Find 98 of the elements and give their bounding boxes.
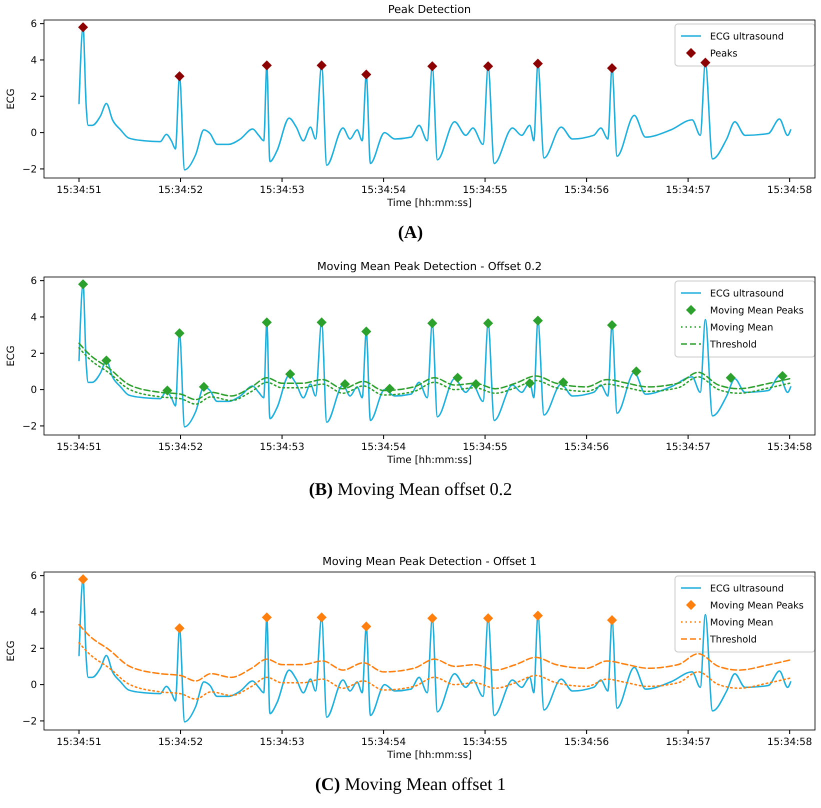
point [427, 318, 438, 328]
point [606, 320, 617, 330]
x-tick-label: 15:34:56 [564, 737, 610, 748]
y-tick-label: 6 [30, 571, 37, 582]
y-tick-label: 4 [30, 607, 37, 618]
x-tick-label: 15:34:51 [56, 185, 102, 196]
point [285, 369, 296, 380]
point [483, 318, 494, 328]
y-tick-label: 0 [30, 680, 37, 692]
x-axis-title: Time [hh:mm:ss] [386, 455, 472, 466]
point [427, 613, 438, 624]
legend-label: ECG ultrasound [710, 584, 784, 594]
y-tick-label: 6 [30, 276, 37, 288]
point [700, 58, 710, 68]
point [316, 60, 327, 70]
text: (A) [398, 222, 423, 242]
point [78, 279, 88, 290]
y-tick-label: 6 [30, 19, 37, 30]
y-tick-label: 0 [30, 128, 37, 140]
legend-label: Threshold [709, 340, 757, 350]
text: (C) Moving Mean offset 1 [315, 774, 506, 794]
y-tick-label: −2 [22, 421, 37, 432]
x-tick-label: 15:34:52 [158, 737, 203, 748]
x-tick-label: 15:34:52 [158, 185, 203, 196]
legend-label: ECG ultrasound [710, 288, 784, 300]
legend-label: ECG ultrasound [710, 32, 784, 42]
point [101, 356, 112, 366]
legend-label: Moving Mean Peaks [710, 600, 804, 612]
point [361, 326, 372, 336]
point [427, 61, 438, 72]
legend-label: Moving Mean Peaks [710, 306, 804, 316]
point [262, 317, 272, 328]
x-tick-label: 15:34:58 [767, 442, 812, 453]
x-tick-label: 15:34:51 [56, 442, 102, 453]
y-axis-title: ECG [6, 88, 17, 110]
y-tick-label: −2 [22, 164, 37, 176]
point [532, 610, 543, 621]
point [78, 574, 88, 584]
x-tick-label: 15:34:57 [666, 737, 711, 748]
chart-title: Moving Mean Peak Detection - Offset 1 [322, 555, 537, 568]
x-tick-label: 15:34:55 [462, 442, 508, 453]
x-tick-label: 15:34:51 [56, 737, 102, 748]
point [606, 615, 617, 626]
point [631, 366, 642, 376]
point [483, 61, 494, 72]
legend-label: Peaks [710, 48, 738, 60]
x-tick-label: 15:34:54 [361, 442, 406, 453]
x-tick-label: 15:34:58 [767, 737, 812, 748]
point [452, 372, 463, 383]
x-tick-label: 15:34:53 [260, 737, 305, 748]
point [483, 613, 494, 624]
x-tick-label: 15:34:53 [260, 185, 305, 196]
legend-label: Moving Mean [710, 618, 774, 628]
text: (B) Moving Mean offset 0.2 [308, 479, 512, 499]
chart-title: Peak Detection [388, 3, 472, 16]
x-tick-label: 15:34:57 [666, 185, 711, 196]
point [174, 328, 185, 338]
point [340, 379, 350, 390]
y-axis-title: ECG [6, 640, 17, 662]
x-tick-label: 15:34:54 [361, 737, 406, 748]
point [361, 69, 372, 80]
y-tick-label: −2 [22, 716, 37, 728]
point [532, 58, 543, 69]
point [532, 316, 543, 326]
legend-label: Moving Mean [710, 322, 774, 334]
point [262, 612, 272, 622]
x-tick-label: 15:34:56 [564, 442, 610, 453]
x-tick-label: 15:34:54 [361, 185, 406, 196]
x-tick-label: 15:34:52 [158, 442, 203, 453]
x-tick-label: 15:34:58 [767, 185, 812, 196]
y-tick-label: 2 [30, 92, 37, 103]
point [198, 382, 209, 392]
line-series [78, 642, 790, 700]
chart-title: Moving Mean Peak Detection - Offset 0.2 [317, 260, 542, 273]
point [174, 71, 185, 82]
point [726, 372, 736, 383]
point [361, 621, 372, 632]
point [262, 60, 272, 70]
x-tick-label: 15:34:55 [462, 185, 508, 196]
x-tick-label: 15:34:56 [564, 185, 610, 196]
y-tick-label: 4 [30, 55, 37, 66]
legend-label: Threshold [709, 634, 757, 646]
y-tick-label: 0 [30, 385, 37, 396]
point [778, 370, 788, 381]
x-tick-label: 15:34:55 [462, 737, 508, 748]
x-axis-title: Time [hh:mm:ss] [386, 750, 472, 761]
y-axis-title: ECG [6, 345, 17, 367]
x-tick-label: 15:34:53 [260, 442, 305, 453]
y-tick-label: 2 [30, 348, 37, 360]
point [316, 317, 327, 328]
point [174, 623, 185, 634]
y-tick-label: 2 [30, 644, 37, 655]
y-tick-label: 4 [30, 312, 37, 324]
point [78, 22, 88, 32]
point [606, 63, 617, 74]
x-tick-label: 15:34:57 [666, 442, 711, 453]
x-axis-title: Time [hh:mm:ss] [386, 198, 472, 209]
point [316, 612, 327, 622]
